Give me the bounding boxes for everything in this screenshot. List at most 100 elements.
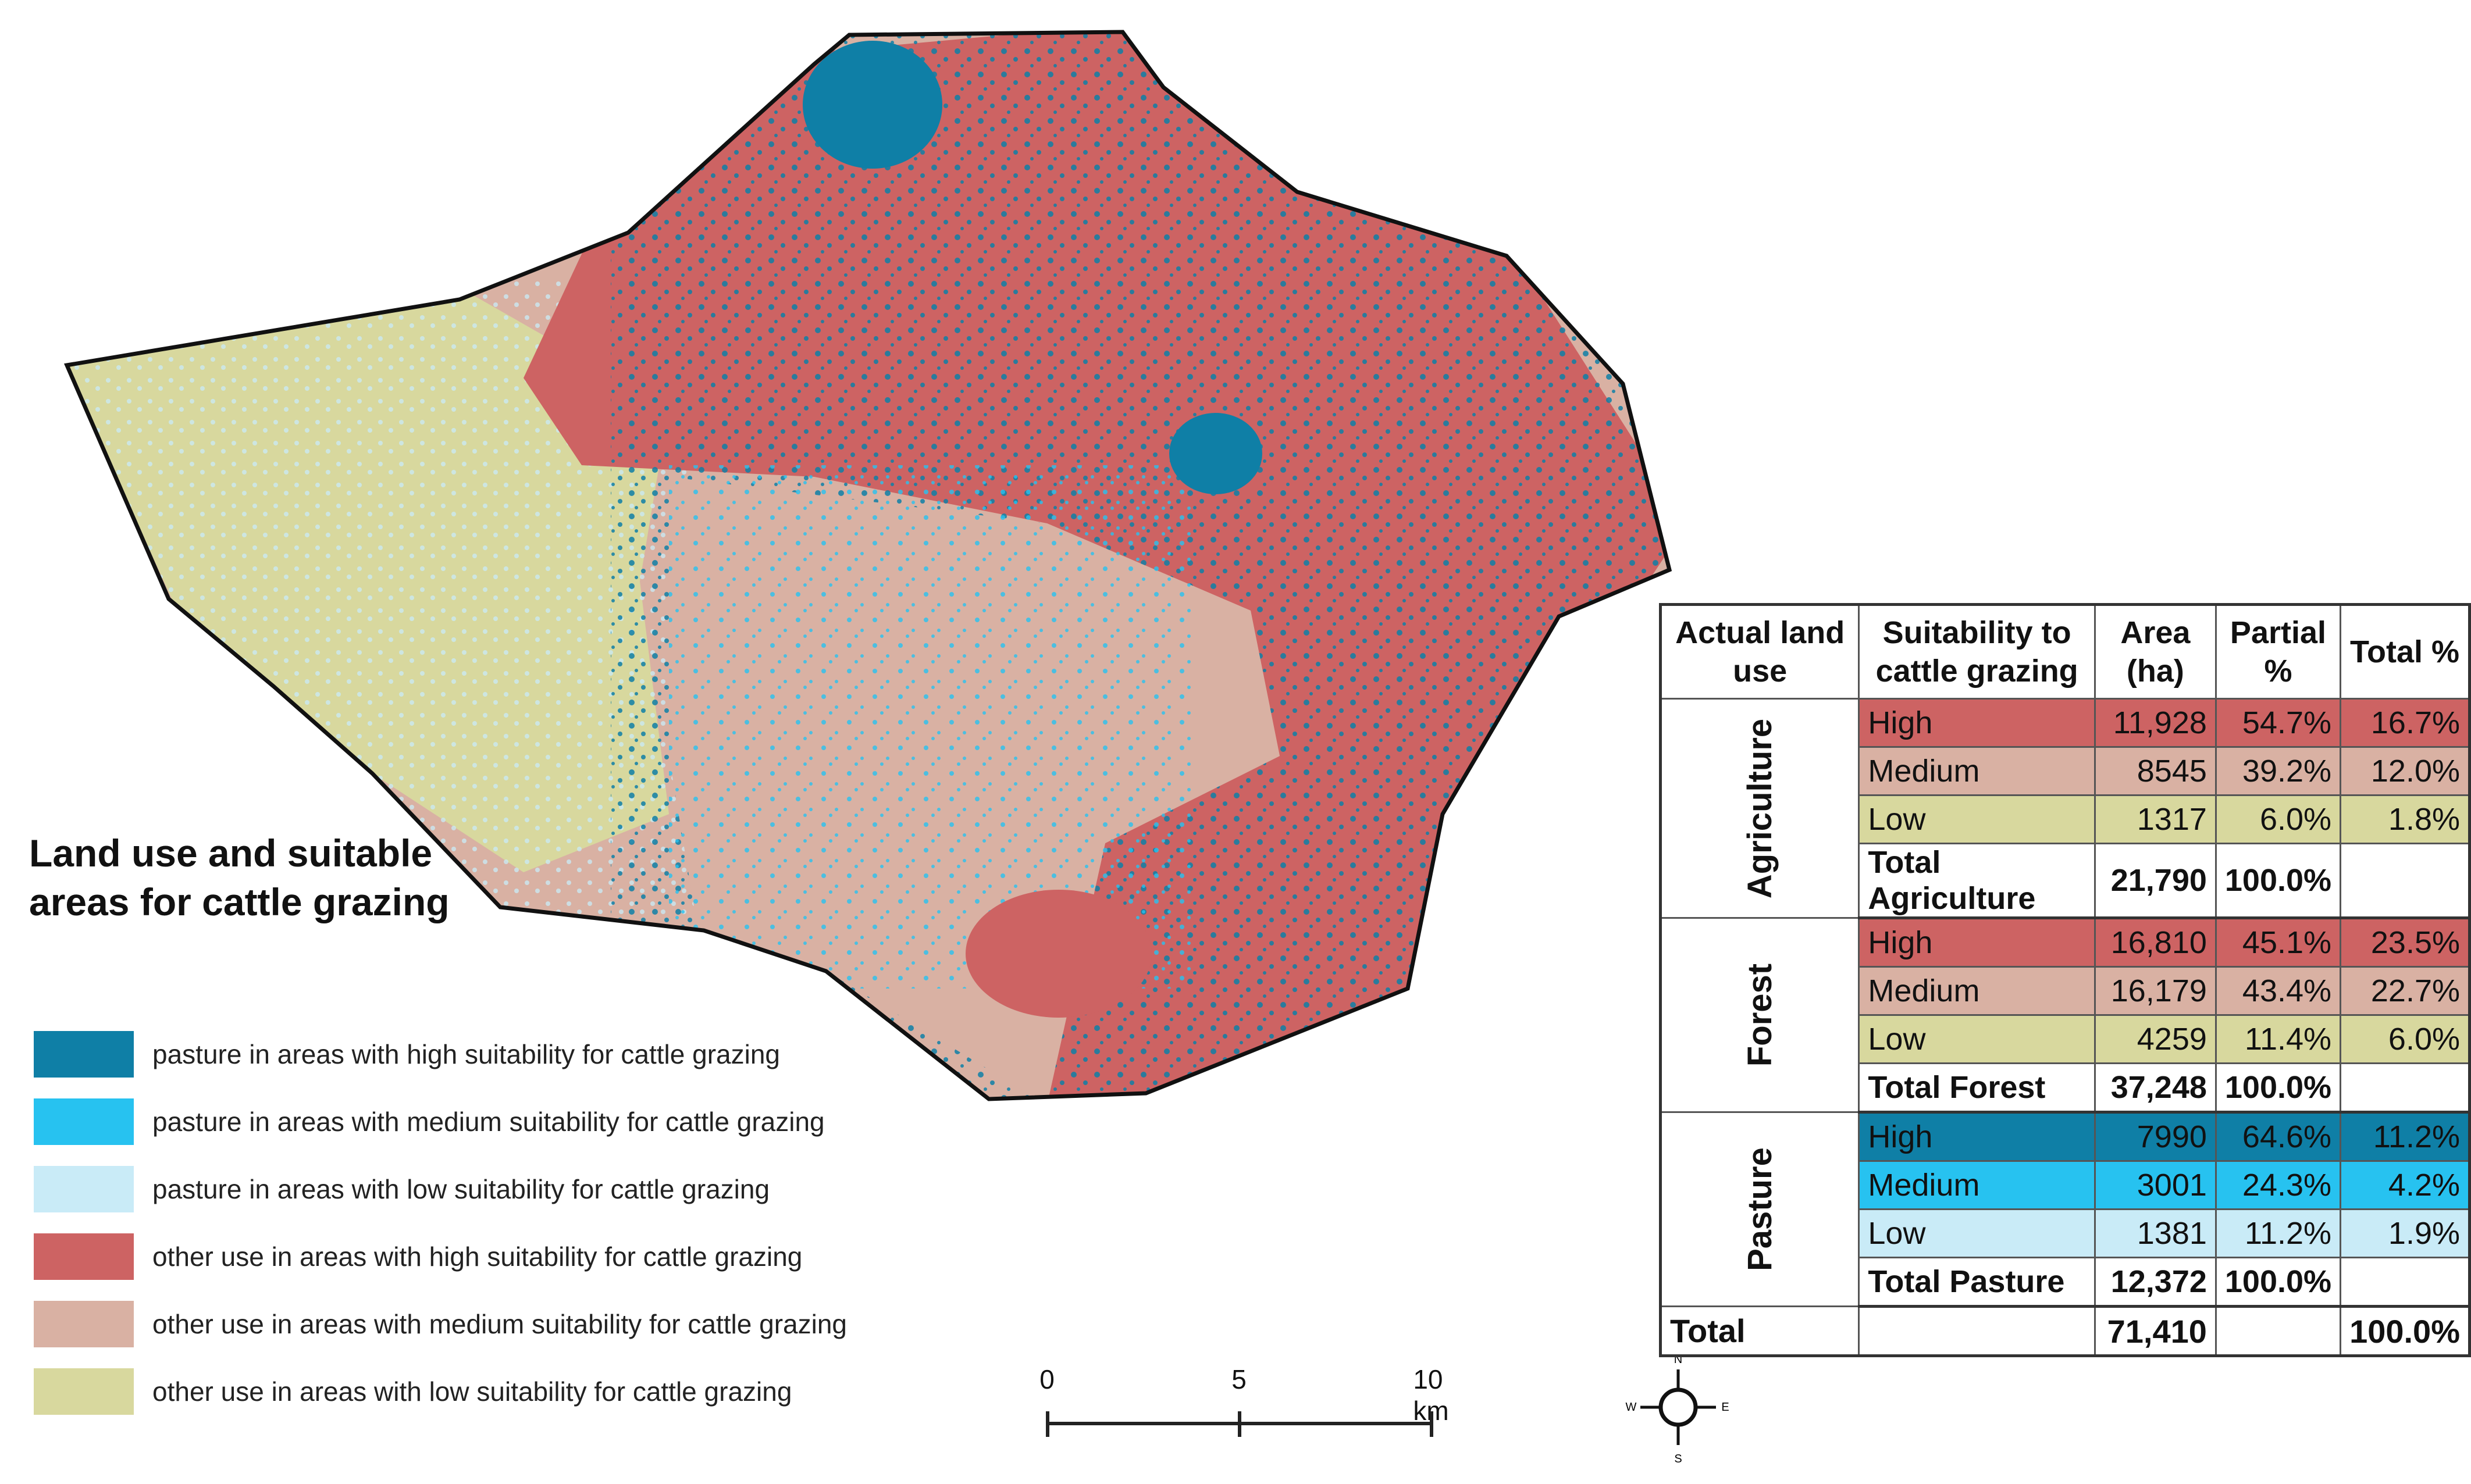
scale-tick — [1046, 1411, 1049, 1437]
group-total-area: 12,372 — [2093, 1257, 2217, 1308]
area-cell: 8545 — [2093, 746, 2217, 796]
legend-swatch — [34, 1166, 134, 1212]
scale-label-0: 0 — [1039, 1364, 1055, 1394]
group-total-empty — [2340, 1257, 2470, 1308]
legend-swatch — [34, 1233, 134, 1280]
area-cell: 7990 — [2093, 1111, 2217, 1162]
table-row: Agriculture High 11,928 54.7% 16.7% — [1659, 698, 2470, 919]
partial-cell: 11.2% — [2214, 1208, 2342, 1258]
title-line-2: areas for cattle grazing — [29, 880, 450, 923]
partial-cell: 64.6% — [2214, 1111, 2342, 1162]
partial-cell: 54.7% — [2214, 698, 2342, 748]
scale-label-5: 5 — [1231, 1364, 1247, 1394]
legend-label: other use in areas with high suitability… — [152, 1242, 803, 1272]
group-label: Agriculture — [1741, 718, 1779, 898]
area-cell: 16,810 — [2093, 917, 2217, 968]
legend-swatch — [34, 1368, 134, 1415]
compass-icon: N S E W — [1626, 1353, 1729, 1465]
legend-label: pasture in areas with high suitability f… — [152, 1039, 781, 1069]
partial-cell: 6.0% — [2214, 794, 2342, 844]
map-title: Land use and suitable areas for cattle g… — [29, 829, 450, 926]
scale-tick — [1238, 1411, 1241, 1437]
partial-cell: 24.3% — [2214, 1160, 2342, 1210]
compass-e: E — [1721, 1401, 1729, 1414]
total-cell: 16.7% — [2340, 698, 2470, 748]
group-total-label: Total Agriculture — [1858, 843, 2096, 919]
header-suitability: Suitability to cattle grazing — [1858, 604, 2096, 700]
area-cell: 4259 — [2093, 1014, 2217, 1064]
scale-tick — [1430, 1411, 1433, 1437]
legend-item: pasture in areas with high suitability f… — [34, 1021, 847, 1088]
suitability-cell: Low — [1858, 794, 2096, 844]
header-partial: Partial % — [2214, 604, 2342, 700]
total-cell: 6.0% — [2340, 1014, 2470, 1064]
table-row: Medium 16,179 43.4% 22.7% — [1661, 966, 2470, 1016]
total-cell: 1.8% — [2340, 794, 2470, 844]
group-total-area: 21,790 — [2093, 843, 2217, 919]
total-cell: 1.9% — [2340, 1208, 2470, 1258]
area-cell: 1317 — [2093, 794, 2217, 844]
group-total-partial: 100.0% — [2214, 1062, 2342, 1114]
suitability-cell: High — [1858, 917, 2096, 968]
legend: pasture in areas with high suitability f… — [34, 1021, 847, 1425]
group-total-row: Total Pasture 12,372 100.0% — [1661, 1257, 2470, 1308]
land-use-table: Actual land use Suitability to cattle gr… — [1659, 603, 2471, 1357]
partial-cell: 45.1% — [2214, 917, 2342, 968]
group-label: Forest — [1741, 963, 1779, 1067]
grand-total-row: Total 71,410 100.0% — [1659, 1305, 2470, 1357]
group-total-row: Total Forest 37,248 100.0% — [1661, 1062, 2470, 1114]
high-pasture-cluster-east — [1169, 413, 1262, 494]
partial-cell: 43.4% — [2214, 966, 2342, 1016]
legend-label: pasture in areas with low suitability fo… — [152, 1174, 770, 1204]
total-cell: 23.5% — [2340, 917, 2470, 968]
legend-item: other use in areas with low suitability … — [34, 1358, 847, 1425]
total-cell: 4.2% — [2340, 1160, 2470, 1210]
group-label-cell: Forest — [1659, 917, 1860, 1113]
grand-total-percent: 100.0% — [2340, 1305, 2470, 1357]
suitability-cell: Low — [1858, 1208, 2096, 1258]
header-land-use: Actual land use — [1659, 604, 1860, 700]
group-label-cell: Pasture — [1659, 1111, 1860, 1307]
legend-item: other use in areas with medium suitabili… — [34, 1290, 847, 1358]
compass-s: S — [1674, 1453, 1682, 1465]
legend-item: other use in areas with high suitability… — [34, 1223, 847, 1290]
legend-swatch — [34, 1031, 134, 1078]
table-row: Forest High 16,810 45.1% 23.5% — [1659, 917, 2470, 1113]
grand-total-area: 71,410 — [2093, 1305, 2217, 1357]
suitability-cell: High — [1858, 698, 2096, 748]
legend-item: pasture in areas with medium suitability… — [34, 1088, 847, 1155]
group-total-empty — [2340, 1062, 2470, 1114]
legend-label: other use in areas with low suitability … — [152, 1376, 792, 1407]
table-row: Low 1381 11.2% 1.9% — [1661, 1208, 2470, 1258]
title-line-1: Land use and suitable — [29, 832, 433, 875]
table-header-row: Actual land use Suitability to cattle gr… — [1659, 604, 2470, 700]
grand-total-empty — [2214, 1305, 2342, 1357]
total-cell: 11.2% — [2340, 1111, 2470, 1162]
suitability-cell: Medium — [1858, 746, 2096, 796]
legend-label: other use in areas with medium suitabili… — [152, 1309, 848, 1339]
group-label-cell: Agriculture — [1659, 698, 1860, 919]
area-cell: 3001 — [2093, 1160, 2217, 1210]
scale-bar: 0 5 10 km — [1039, 1364, 1449, 1445]
group-total-empty — [2340, 843, 2470, 919]
area-cell: 11,928 — [2093, 698, 2217, 748]
table-row: Pasture High 7990 64.6% 11.2% — [1659, 1111, 2470, 1307]
partial-cell: 11.4% — [2214, 1014, 2342, 1064]
high-suitability-patch-south — [966, 890, 1152, 1018]
header-total: Total % — [2340, 604, 2470, 700]
total-cell: 22.7% — [2340, 966, 2470, 1016]
legend-item: pasture in areas with low suitability fo… — [34, 1155, 847, 1223]
suitability-cell: Medium — [1858, 966, 2096, 1016]
group-label: Pasture — [1741, 1147, 1779, 1271]
suitability-cell: High — [1858, 1111, 2096, 1162]
high-pasture-cluster-north — [803, 41, 942, 169]
header-area: Area (ha) — [2093, 604, 2217, 700]
group-total-row: Total Agriculture 21,790 100.0% — [1661, 843, 2470, 919]
legend-swatch — [34, 1098, 134, 1145]
grand-total-label: Total — [1659, 1305, 1860, 1357]
group-total-partial: 100.0% — [2214, 843, 2342, 919]
table-row: Medium 8545 39.2% 12.0% — [1661, 746, 2470, 796]
area-cell: 16,179 — [2093, 966, 2217, 1016]
compass-w: W — [1626, 1401, 1637, 1414]
